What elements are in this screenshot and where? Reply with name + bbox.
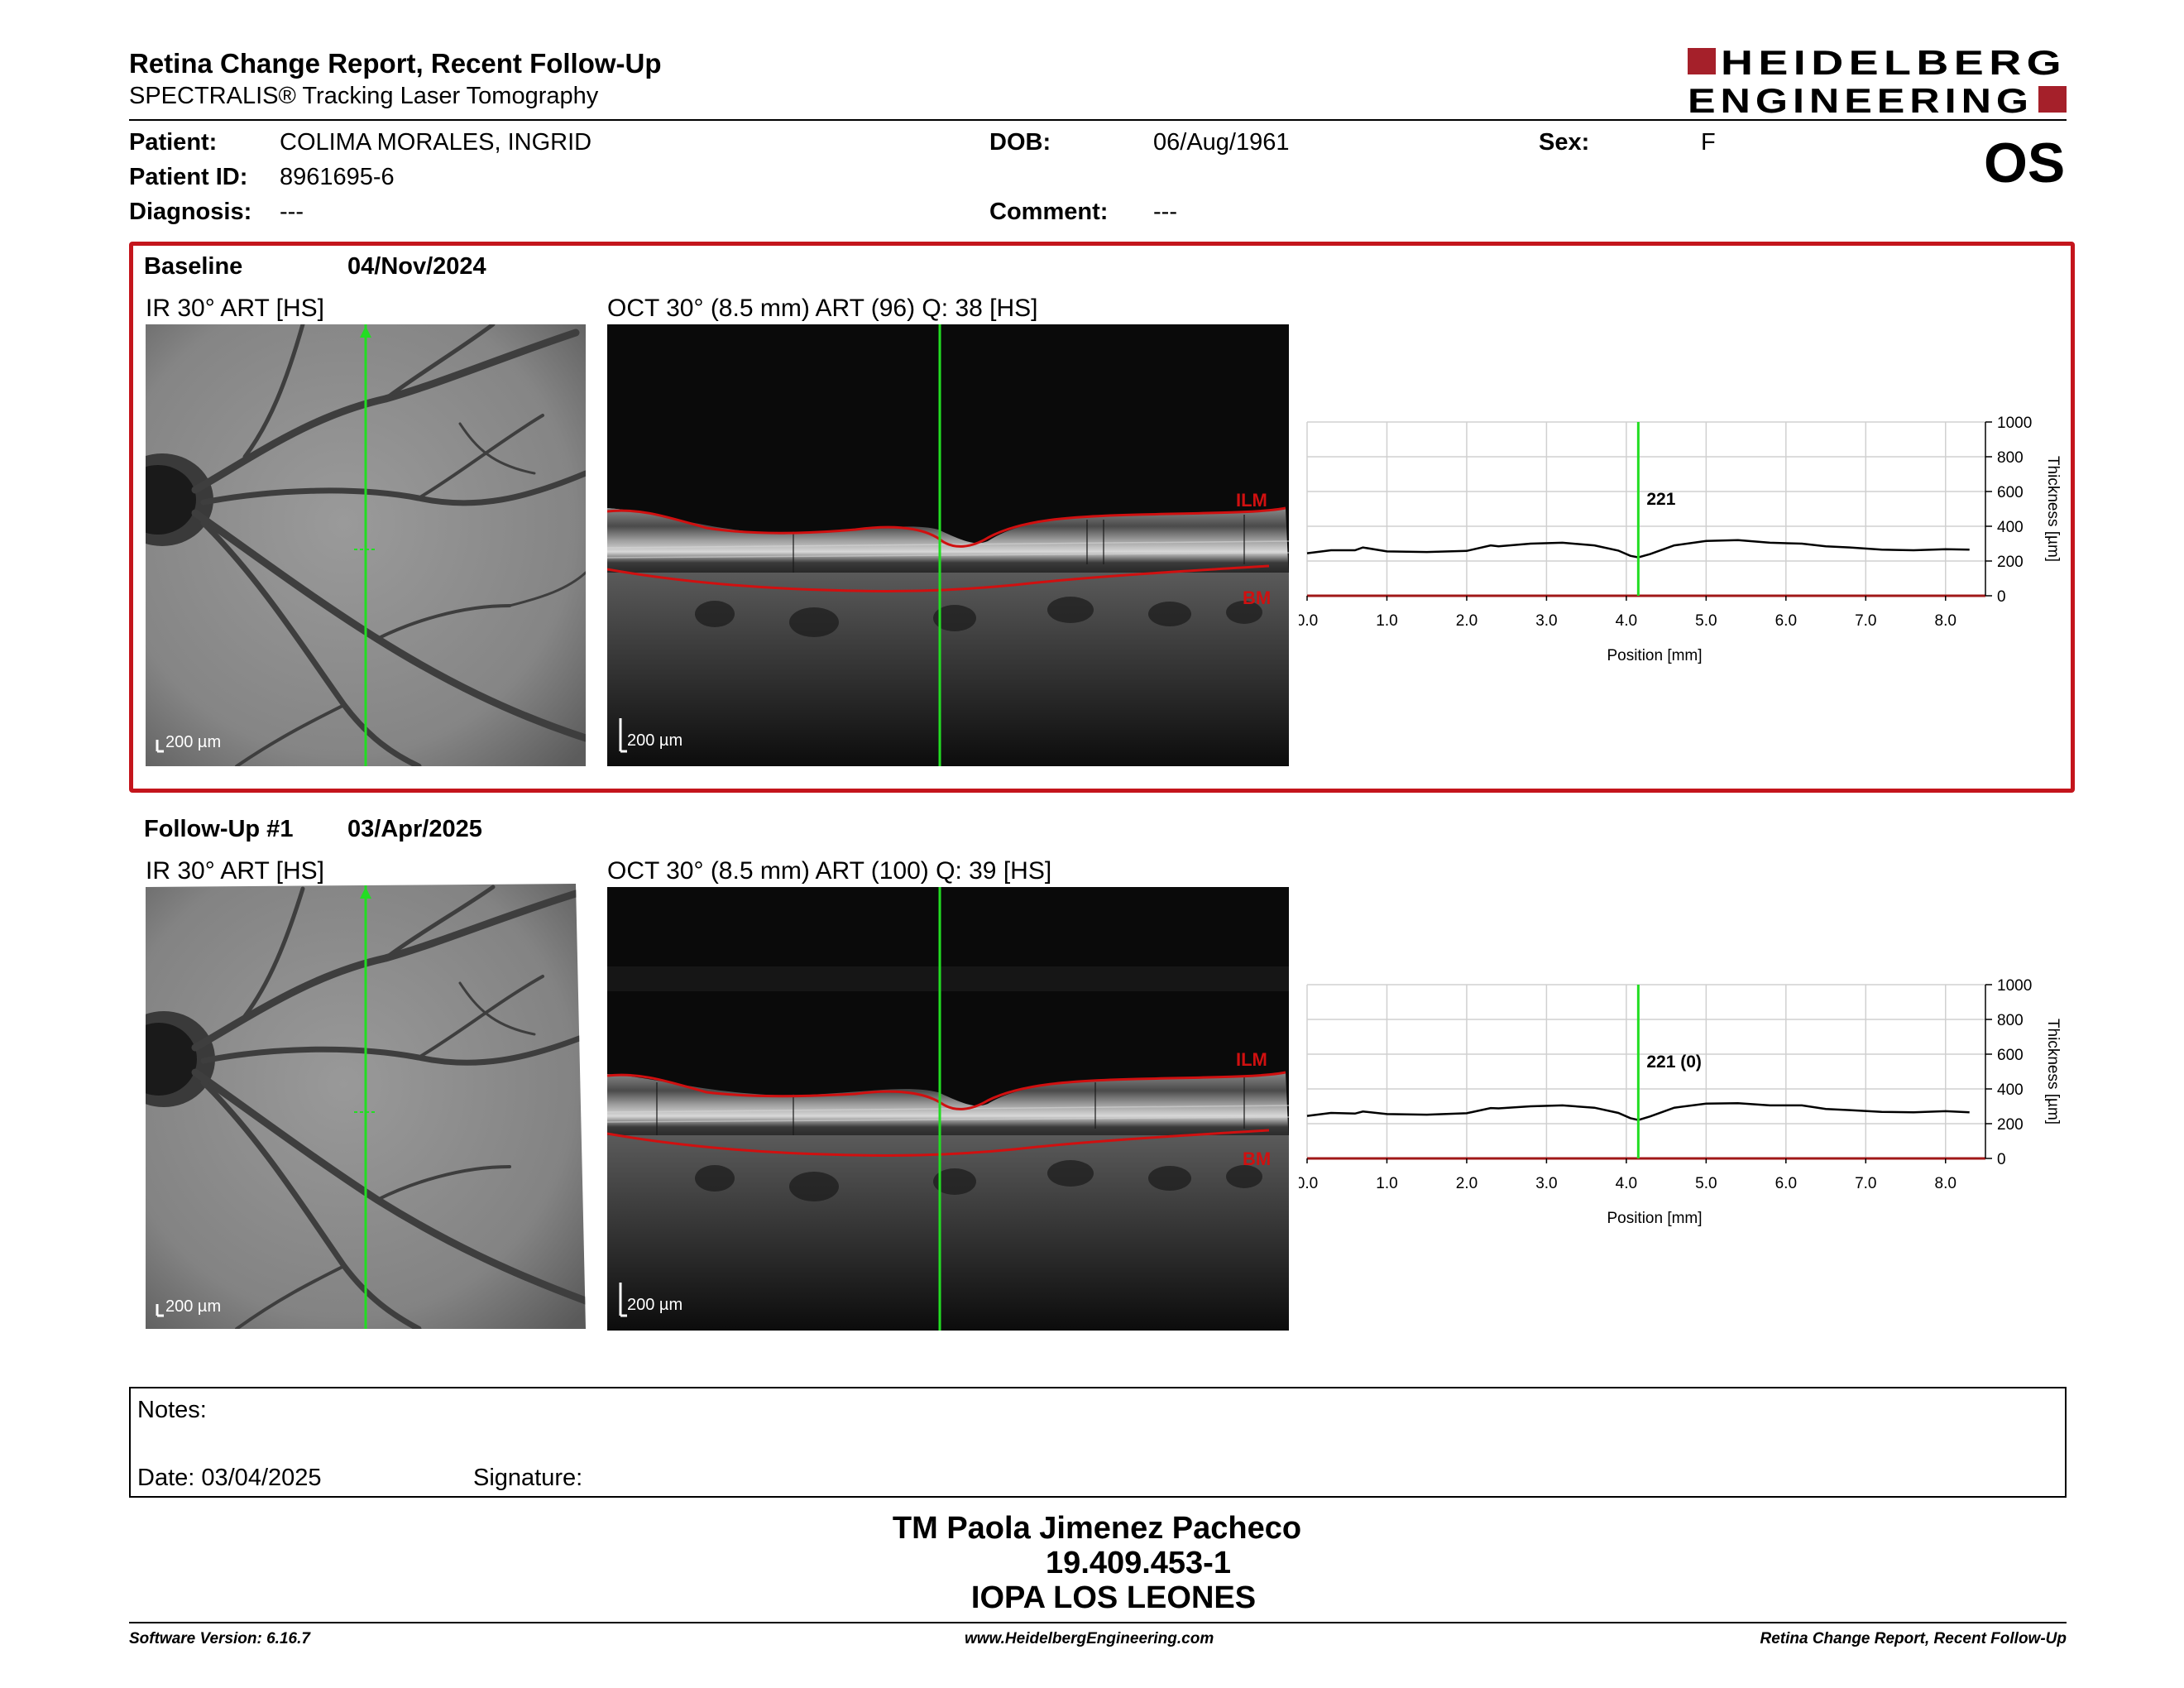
dob-label: DOB: <box>989 129 1051 156</box>
followup-chart-x-label: Position [mm] <box>1607 1210 1702 1227</box>
baseline-chart-x-tick-label: 5.0 <box>1695 612 1717 630</box>
followup-date: 03/Apr/2025 <box>347 816 482 842</box>
comment-label: Comment: <box>989 199 1109 225</box>
followup-chart-x-tick-label: 2.0 <box>1456 1175 1478 1192</box>
diagnosis-label: Diagnosis: <box>129 199 252 225</box>
software-version: Software Version: 6.16.7 <box>129 1630 310 1647</box>
followup-chart-x-tick-label: 5.0 <box>1695 1175 1717 1192</box>
followup-chart-thickness-line <box>1306 1101 1970 1121</box>
baseline-chart-marker-label: 221 <box>1646 490 1675 509</box>
followup-chart-y-tick-label: 800 <box>1997 1012 2024 1029</box>
followup-chart-x-tick-label: 0.0 <box>1299 1175 1318 1192</box>
baseline-thickness-chart: 0.0 1.0 2.0 3.0 4.0 5.0 6.0 7.0 8.0 0 200 400 600 800… <box>1299 415 2062 664</box>
patient-name: COLIMA MORALES, INGRID <box>280 129 592 156</box>
institution-name: IOPA LOS LEONES <box>970 1580 1257 1615</box>
baseline-chart-x-tick-label: 6.0 <box>1775 612 1797 630</box>
followup-chart-x-tick-label: 7.0 <box>1855 1175 1876 1192</box>
baseline-chart-x-tick-label: 7.0 <box>1855 612 1876 630</box>
followup-chart-y-label: Thickness [µm] <box>2044 1019 2062 1125</box>
baseline-frame <box>129 242 2075 793</box>
notes-label: Notes: <box>137 1397 207 1423</box>
followup-ir-scale: 200 µm <box>165 1297 222 1316</box>
followup-chart-x-tick-label: 4.0 <box>1616 1175 1637 1192</box>
followup-label: Follow-Up #1 <box>144 816 294 842</box>
baseline-chart-x-label: Position [mm] <box>1607 647 1702 664</box>
followup-ilm-label: ILM <box>1236 1049 1267 1070</box>
followup-chart-y-tick-label: 0 <box>1997 1151 2006 1168</box>
baseline-chart-x-tick-label: 0.0 <box>1299 612 1318 630</box>
patient-id: 8961695-6 <box>280 164 395 190</box>
baseline-chart-y-tick-label: 200 <box>1997 554 2024 571</box>
baseline-chart-y-tick-label: 1000 <box>1997 415 2032 432</box>
followup-thickness-chart: 0.0 1.0 2.0 3.0 4.0 5.0 6.0 7.0 8.0 0 200 400 600 800… <box>1299 977 2062 1227</box>
baseline-ilm-label: ILM <box>1236 490 1267 511</box>
followup-oct-title: OCT 30° (8.5 mm) ART (100) Q: 39 [HS] <box>607 857 1052 885</box>
eye-indicator: OS <box>1984 132 2066 194</box>
dob-value: 06/Aug/1961 <box>1153 129 1290 156</box>
patient-label: Patient: <box>129 129 218 156</box>
report-subtitle: SPECTRALIS® Tracking Laser Tomography <box>129 83 599 109</box>
followup-ir-title: IR 30° ART [HS] <box>146 857 324 885</box>
notes-date: Date: 03/04/2025 <box>137 1465 322 1491</box>
sex-value: F <box>1701 129 1716 156</box>
baseline-chart-thickness-line <box>1306 539 1970 559</box>
baseline-chart-x-tick-label: 4.0 <box>1616 612 1637 630</box>
signature-label: Signature: <box>473 1465 583 1491</box>
followup-oct-image[interactable]: ILM BM 200 µm <box>607 887 1289 1331</box>
followup-bm-label: BM <box>1243 1149 1272 1169</box>
baseline-ir-image[interactable]: 200 µm <box>146 324 586 766</box>
heidelberg-logo: HEIDELBERG ENGINEERING <box>1688 43 2068 120</box>
baseline-chart-y-tick-label: 400 <box>1997 519 2024 536</box>
followup-chart-x-tick-label: 1.0 <box>1376 1175 1397 1192</box>
comment-value: --- <box>1153 199 1177 225</box>
followup-chart-y-tick-label: 400 <box>1997 1081 2024 1099</box>
baseline-chart-y-tick-label: 800 <box>1997 449 2024 467</box>
followup-chart-y-tick-label: 1000 <box>1997 977 2032 995</box>
followup-chart-x-tick-label: 6.0 <box>1775 1175 1797 1192</box>
baseline-chart-y-tick-label: 0 <box>1997 588 2006 606</box>
patient-id-label: Patient ID: <box>129 164 248 190</box>
sex-label: Sex: <box>1539 129 1590 156</box>
svg-text:HEIDELBERG: HEIDELBERG <box>1721 45 2067 82</box>
baseline-chart-x-tick-label: 3.0 <box>1535 612 1557 630</box>
baseline-bm-label: BM <box>1243 587 1272 608</box>
baseline-date: 04/Nov/2024 <box>347 253 486 280</box>
followup-chart-marker-label: 221 (0) <box>1646 1053 1702 1072</box>
followup-chart-y-tick-label: 600 <box>1997 1047 2024 1064</box>
technician-name: TM Paola Jimenez Pacheco <box>892 1511 1302 1546</box>
baseline-chart-y-tick-label: 600 <box>1997 484 2024 501</box>
baseline-chart-y-label: Thickness [µm] <box>2044 456 2062 562</box>
technician-id: 19.409.453-1 <box>1046 1546 1231 1580</box>
baseline-chart-x-tick-label: 8.0 <box>1935 612 1956 630</box>
followup-chart-y-tick-label: 200 <box>1997 1116 2024 1134</box>
diagnosis-value: --- <box>280 199 304 225</box>
website-link[interactable]: www.HeidelbergEngineering.com <box>965 1630 1214 1647</box>
baseline-ir-title: IR 30° ART [HS] <box>146 295 324 322</box>
svg-text:ENGINEERING: ENGINEERING <box>1688 81 2033 116</box>
baseline-oct-image[interactable]: ILM BM 200 µm <box>607 324 1289 766</box>
report-title: Retina Change Report, Recent Follow-Up <box>129 48 662 79</box>
baseline-label: Baseline <box>144 253 243 280</box>
baseline-chart-x-tick-label: 1.0 <box>1376 612 1397 630</box>
baseline-oct-scale: 200 µm <box>627 731 683 750</box>
footer-report-name: Retina Change Report, Recent Follow-Up <box>1760 1630 2067 1647</box>
baseline-oct-title: OCT 30° (8.5 mm) ART (96) Q: 38 [HS] <box>607 295 1038 322</box>
followup-chart-x-tick-label: 8.0 <box>1935 1175 1956 1192</box>
baseline-chart-x-tick-label: 2.0 <box>1456 612 1478 630</box>
followup-oct-scale: 200 µm <box>627 1296 683 1314</box>
notes-box[interactable]: Notes: Date: 03/04/2025 Signature: <box>129 1387 2067 1498</box>
followup-ir-image[interactable]: 200 µm <box>146 884 586 1329</box>
followup-chart-x-tick-label: 3.0 <box>1535 1175 1557 1192</box>
baseline-ir-scale: 200 µm <box>165 733 222 751</box>
